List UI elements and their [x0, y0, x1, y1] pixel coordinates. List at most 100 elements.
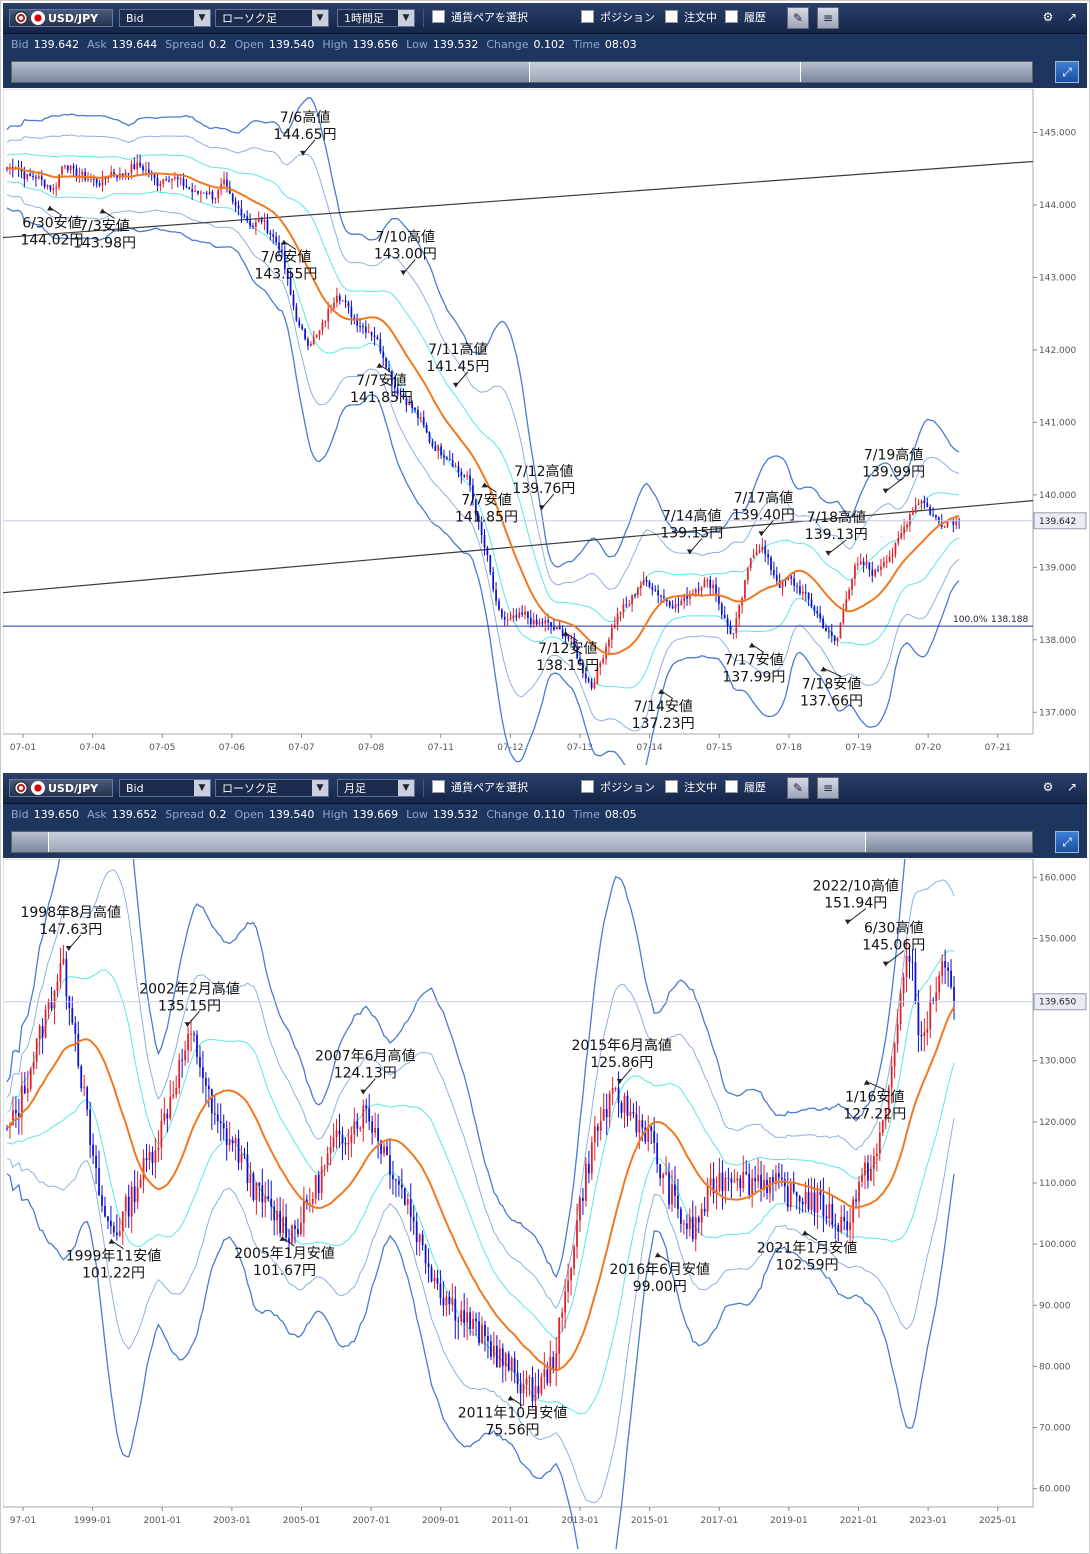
expand-icon[interactable]: ↗ — [1066, 780, 1078, 794]
candle-body — [522, 1384, 525, 1394]
checkbox[interactable] — [432, 10, 445, 23]
period-select[interactable]: 月足 ▼ — [337, 779, 415, 797]
candle-body — [682, 1223, 685, 1225]
chart-type-value: ローソク足 — [222, 782, 277, 795]
candle-body — [399, 394, 402, 396]
candle-body — [107, 1216, 109, 1221]
candle-body — [469, 475, 471, 486]
candle-body — [240, 1154, 243, 1163]
checkbox[interactable] — [725, 780, 738, 793]
candle-body — [896, 1023, 899, 1045]
candle-body — [182, 178, 185, 187]
quote-bar: Bid 139.642 Ask 139.644 Spread 0.2 Open 139.540… — [3, 34, 1087, 56]
checkbox[interactable] — [665, 10, 678, 23]
quote-time: Time 08:05 — [573, 808, 637, 821]
candle-body — [211, 191, 214, 200]
candle-body — [29, 173, 32, 176]
history-toggle[interactable]: 履歴 — [725, 9, 766, 27]
annotation-arrowhead — [616, 1079, 623, 1085]
price-type-value: Bid — [126, 12, 144, 25]
drawing-tool-icon[interactable]: ✎ — [787, 7, 809, 29]
candle-body — [908, 955, 911, 962]
candle-body — [757, 1174, 759, 1182]
candle-body — [891, 554, 894, 557]
candle-body — [745, 1172, 748, 1174]
indicator-list-icon[interactable]: ≡ — [817, 777, 839, 799]
candle-body — [50, 1000, 53, 1009]
symbol-selector[interactable]: USD/JPY — [9, 779, 113, 797]
candle-body — [527, 611, 529, 618]
hourly-candlestick-chart[interactable]: 145.000 144.000 143.000 142.000 141.000 140.0… — [3, 89, 1087, 765]
drawing-tool-icon[interactable]: ✎ — [787, 777, 809, 799]
candle-body — [397, 1180, 400, 1185]
candle-body — [868, 562, 871, 570]
orders-label: 注文中 — [684, 11, 717, 24]
annotation-arrowhead — [360, 1089, 367, 1095]
y-tick-label: 110.000 — [1039, 1179, 1076, 1189]
pair-select-toggle[interactable]: 通貨ペアを選択 — [423, 9, 572, 27]
candle-body — [926, 1028, 929, 1033]
candle-body — [665, 1172, 667, 1175]
quote-low: Low 139.532 — [406, 38, 478, 51]
expand-icon[interactable]: ↗ — [1066, 10, 1078, 24]
candle-body — [347, 302, 350, 307]
candle-body — [799, 586, 801, 594]
candle-body — [440, 446, 442, 456]
checkbox[interactable] — [432, 780, 445, 793]
navigator-track[interactable] — [11, 61, 1033, 83]
checkbox[interactable] — [725, 10, 738, 23]
checkbox[interactable] — [581, 780, 594, 793]
navigator-track[interactable] — [11, 831, 1033, 853]
y-tick-label: 145.000 — [1039, 128, 1076, 138]
bollinger-upper-2sigma — [6, 869, 955, 1309]
candle-body — [472, 485, 474, 500]
quote-value: 139.540 — [268, 38, 315, 51]
position-toggle[interactable]: ポジション — [581, 9, 655, 27]
annotation-label: 141.85円 — [350, 390, 413, 406]
candle-body — [712, 584, 714, 589]
candle-body — [385, 358, 387, 368]
chart-type-select[interactable]: ローソク足 ▼ — [215, 9, 329, 27]
candle-body — [179, 178, 182, 180]
checkbox[interactable] — [665, 780, 678, 793]
symbol-selector[interactable]: USD/JPY — [9, 9, 113, 27]
candle-body — [213, 1113, 216, 1115]
candle-body — [541, 622, 544, 624]
candle-body — [65, 958, 68, 997]
position-toggle[interactable]: ポジション — [581, 779, 655, 797]
pair-select-toggle[interactable]: 通貨ペアを選択 — [423, 779, 572, 797]
indicator-list-icon[interactable]: ≡ — [817, 7, 839, 29]
candle-body — [395, 1179, 397, 1181]
price-type-select[interactable]: Bid ▼ — [119, 9, 211, 27]
price-type-select[interactable]: Bid ▼ — [119, 779, 211, 797]
gear-icon[interactable]: ⚙ — [1042, 10, 1054, 24]
candle-body — [810, 1192, 813, 1210]
candle-body — [118, 1231, 121, 1236]
quote-label: Ask — [87, 808, 107, 821]
gear-icon[interactable]: ⚙ — [1042, 780, 1054, 794]
y-tick-label: 141.000 — [1039, 418, 1076, 428]
history-toggle[interactable]: 履歴 — [725, 779, 766, 797]
last-price-badge — [1033, 512, 1087, 530]
candle-body — [243, 1154, 246, 1156]
candle-body — [544, 620, 547, 624]
orders-toggle[interactable]: 注文中 — [665, 779, 717, 797]
fit-chart-icon[interactable]: ⤢ — [1055, 61, 1079, 83]
us-flag-icon — [14, 11, 28, 25]
chart-type-select[interactable]: ローソク足 ▼ — [215, 779, 329, 797]
candle-body — [689, 593, 691, 599]
annotation-label: 1998年8月高値 — [20, 904, 121, 921]
fit-chart-icon[interactable]: ⤢ — [1055, 831, 1079, 853]
navigator-window[interactable] — [47, 832, 866, 852]
candle-body — [62, 958, 65, 964]
checkbox[interactable] — [581, 10, 594, 23]
candle-body — [341, 1134, 344, 1144]
candle-body — [267, 1196, 270, 1199]
candle-body — [579, 1198, 581, 1221]
period-select[interactable]: 1時間足 ▼ — [337, 9, 415, 27]
navigator-window[interactable] — [529, 62, 802, 82]
orders-toggle[interactable]: 注文中 — [665, 9, 717, 27]
candle-body — [417, 409, 419, 418]
candle-body — [115, 1232, 118, 1236]
monthly-candlestick-chart[interactable]: 160.000150.000140.000130.000120.000110.0… — [3, 859, 1087, 1549]
